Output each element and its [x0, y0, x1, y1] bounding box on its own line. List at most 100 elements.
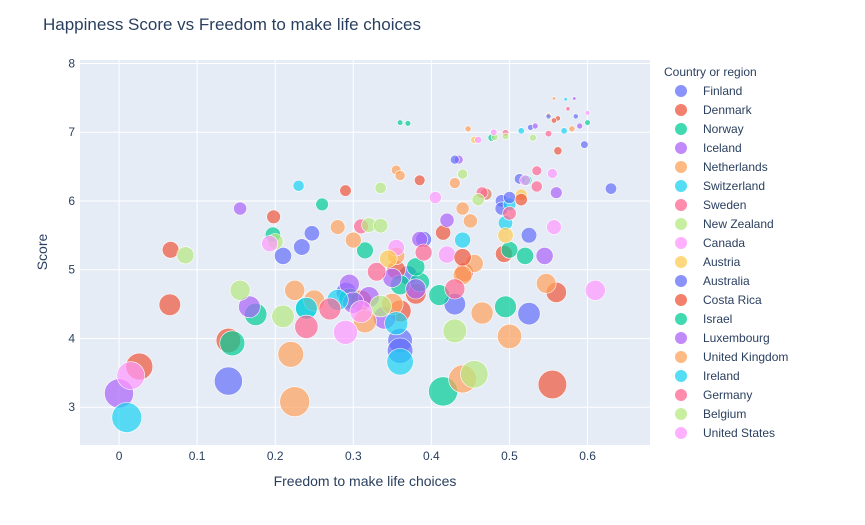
data-point[interactable]: [535, 273, 557, 294]
legend-item[interactable]: Denmark: [675, 103, 753, 117]
legend[interactable]: Finland Denmark Norway Iceland Netherlands Sw…: [675, 84, 788, 440]
data-point[interactable]: [293, 238, 311, 256]
data-point[interactable]: [584, 279, 606, 301]
data-point[interactable]: [397, 119, 404, 126]
data-point[interactable]: [292, 179, 305, 192]
data-point[interactable]: [529, 133, 537, 142]
data-point[interactable]: [514, 193, 528, 207]
data-point[interactable]: [584, 119, 591, 126]
data-point[interactable]: [501, 132, 510, 141]
legend-item[interactable]: Belgium: [675, 407, 746, 421]
data-point[interactable]: [565, 106, 571, 112]
data-point[interactable]: [261, 235, 279, 253]
data-point[interactable]: [274, 246, 292, 265]
legend-item[interactable]: Finland: [675, 84, 742, 98]
data-point[interactable]: [277, 341, 304, 368]
data-point[interactable]: [349, 300, 373, 324]
data-point[interactable]: [369, 295, 392, 318]
data-point[interactable]: [384, 311, 409, 336]
data-point[interactable]: [460, 360, 489, 389]
data-point[interactable]: [470, 301, 494, 325]
legend-item[interactable]: Ireland: [675, 369, 740, 383]
data-point[interactable]: [457, 168, 468, 180]
data-point[interactable]: [394, 170, 406, 181]
data-point[interactable]: [229, 279, 251, 301]
data-point[interactable]: [471, 193, 485, 207]
data-point[interactable]: [503, 191, 516, 204]
data-point[interactable]: [537, 369, 568, 400]
data-point[interactable]: [520, 227, 538, 244]
data-point[interactable]: [576, 122, 584, 130]
data-point[interactable]: [580, 140, 589, 149]
legend-item[interactable]: Iceland: [675, 141, 742, 155]
data-point[interactable]: [572, 96, 577, 101]
legend-item[interactable]: Sweden: [675, 198, 746, 212]
legend-item[interactable]: Germany: [675, 388, 752, 402]
data-point[interactable]: [414, 243, 433, 262]
data-point[interactable]: [406, 257, 426, 277]
data-point[interactable]: [356, 241, 374, 260]
data-point[interactable]: [550, 117, 557, 124]
legend-item[interactable]: United Kingdom: [675, 350, 788, 364]
legend-item[interactable]: Switzerland: [675, 179, 765, 193]
data-point[interactable]: [546, 219, 562, 235]
data-point[interactable]: [490, 128, 498, 136]
data-point[interactable]: [519, 174, 531, 187]
data-point[interactable]: [373, 218, 389, 234]
data-point[interactable]: [374, 181, 387, 194]
data-point[interactable]: [303, 225, 320, 242]
data-point[interactable]: [530, 180, 543, 193]
data-point[interactable]: [116, 361, 146, 390]
legend-item[interactable]: Israel: [675, 312, 732, 326]
data-point[interactable]: [455, 201, 470, 216]
data-point[interactable]: [531, 165, 542, 176]
data-point[interactable]: [545, 113, 552, 120]
data-point[interactable]: [547, 168, 558, 179]
data-point[interactable]: [404, 120, 412, 127]
data-point[interactable]: [544, 130, 553, 138]
data-point[interactable]: [550, 186, 563, 199]
data-point[interactable]: [294, 314, 319, 339]
data-point[interactable]: [516, 246, 535, 265]
data-point[interactable]: [497, 227, 514, 244]
data-point[interactable]: [500, 241, 519, 259]
data-point[interactable]: [318, 297, 342, 321]
data-point[interactable]: [330, 219, 346, 235]
data-point[interactable]: [517, 127, 525, 135]
data-point[interactable]: [379, 249, 398, 268]
data-point[interactable]: [535, 246, 554, 265]
data-point[interactable]: [464, 125, 472, 133]
data-point[interactable]: [572, 113, 579, 120]
data-point[interactable]: [161, 241, 180, 259]
data-point[interactable]: [333, 319, 358, 345]
data-point[interactable]: [271, 304, 295, 329]
data-point[interactable]: [444, 278, 466, 300]
data-point[interactable]: [560, 127, 568, 135]
legend-item[interactable]: Costa Rica: [675, 293, 762, 307]
data-point[interactable]: [442, 318, 467, 344]
data-point[interactable]: [176, 246, 195, 265]
data-point[interactable]: [517, 302, 541, 326]
data-point[interactable]: [284, 279, 306, 301]
legend-item[interactable]: Australia: [675, 274, 750, 288]
data-point[interactable]: [474, 135, 483, 144]
legend-item[interactable]: Austria: [675, 255, 741, 269]
data-point[interactable]: [219, 330, 246, 357]
data-point[interactable]: [414, 174, 426, 187]
data-point[interactable]: [111, 402, 143, 433]
data-point[interactable]: [213, 366, 243, 396]
data-point[interactable]: [568, 125, 576, 133]
data-point[interactable]: [233, 201, 247, 216]
data-point[interactable]: [563, 97, 568, 102]
data-point[interactable]: [551, 96, 557, 101]
legend-item[interactable]: New Zealand: [675, 217, 774, 231]
data-point[interactable]: [428, 191, 442, 204]
data-point[interactable]: [604, 182, 617, 195]
data-point[interactable]: [453, 248, 472, 267]
data-point[interactable]: [454, 231, 471, 249]
legend-item[interactable]: United States: [675, 426, 775, 440]
legend-item[interactable]: Luxembourg: [675, 331, 770, 345]
data-point[interactable]: [386, 348, 414, 376]
data-point[interactable]: [438, 245, 456, 264]
data-point[interactable]: [462, 213, 478, 229]
